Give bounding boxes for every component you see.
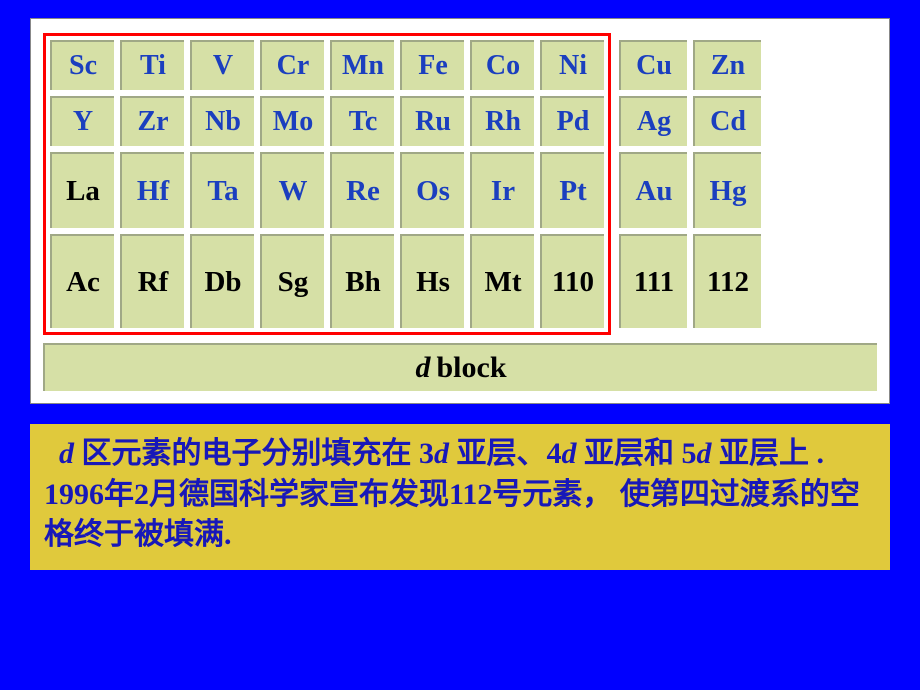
element-cell: Hf	[120, 152, 184, 228]
element-cell: 110	[540, 234, 604, 328]
table-row: ScTiVCrMnFeCoNi	[50, 40, 604, 90]
element-cell: Rf	[120, 234, 184, 328]
element-cell: Sc	[50, 40, 114, 90]
element-cell: Rh	[470, 96, 534, 146]
element-cell: Ni	[540, 40, 604, 90]
element-cell: Ti	[120, 40, 184, 90]
element-cell: Tc	[330, 96, 394, 146]
table-row: CuZn	[619, 40, 761, 90]
element-cell: 111	[619, 234, 687, 328]
block-label-d: d	[415, 351, 430, 385]
element-cell: Mo	[260, 96, 324, 146]
table-row: LaHfTaWReOsIrPt	[50, 152, 604, 228]
table-row: AgCd	[619, 96, 761, 146]
element-cell: Co	[470, 40, 534, 90]
element-cell: Au	[619, 152, 687, 228]
block-label: d block	[43, 343, 877, 391]
element-cell: Ac	[50, 234, 114, 328]
element-cell: Mt	[470, 234, 534, 328]
table-row: YZrNbMoTcRuRhPd	[50, 96, 604, 146]
element-cell: Ta	[190, 152, 254, 228]
table-row: AuHg	[619, 152, 761, 228]
element-cell: Hs	[400, 234, 464, 328]
element-cell: Sg	[260, 234, 324, 328]
element-cell: Cd	[693, 96, 761, 146]
caption-text: d 区元素的电子分别填充在 3d 亚层、4d 亚层和 5d 亚层上 . 1996…	[30, 424, 890, 570]
element-cell: Zr	[120, 96, 184, 146]
element-cell: Zn	[693, 40, 761, 90]
element-cell: Db	[190, 234, 254, 328]
element-cell: Nb	[190, 96, 254, 146]
block-label-text: block	[436, 351, 506, 385]
element-cell: Ir	[470, 152, 534, 228]
element-cell: Re	[330, 152, 394, 228]
slide-container: ScTiVCrMnFeCoNi YZrNbMoTcRuRhPd LaHfTaWReO…	[0, 0, 920, 404]
periodic-table-panel: ScTiVCrMnFeCoNi YZrNbMoTcRuRhPd LaHfTaWReO…	[30, 18, 890, 404]
element-cell: Os	[400, 152, 464, 228]
element-cell: Pd	[540, 96, 604, 146]
element-cell: W	[260, 152, 324, 228]
table-row: AcRfDbSgBhHsMt110	[50, 234, 604, 328]
element-cell: Cr	[260, 40, 324, 90]
element-cell: Cu	[619, 40, 687, 90]
element-cell: Ag	[619, 96, 687, 146]
element-cell: Fe	[400, 40, 464, 90]
element-cell: Hg	[693, 152, 761, 228]
element-cell: 112	[693, 234, 761, 328]
element-cell: La	[50, 152, 114, 228]
element-cell: Ru	[400, 96, 464, 146]
grid-wrapper: ScTiVCrMnFeCoNi YZrNbMoTcRuRhPd LaHfTaWReO…	[43, 33, 877, 335]
element-cell: Y	[50, 96, 114, 146]
d-block-highlight: ScTiVCrMnFeCoNi YZrNbMoTcRuRhPd LaHfTaWReO…	[43, 33, 611, 335]
right-columns: CuZnAgCdAuHg111112	[619, 33, 761, 335]
element-cell: Pt	[540, 152, 604, 228]
element-cell: Mn	[330, 40, 394, 90]
table-row: 111112	[619, 234, 761, 328]
element-cell: Bh	[330, 234, 394, 328]
element-cell: V	[190, 40, 254, 90]
